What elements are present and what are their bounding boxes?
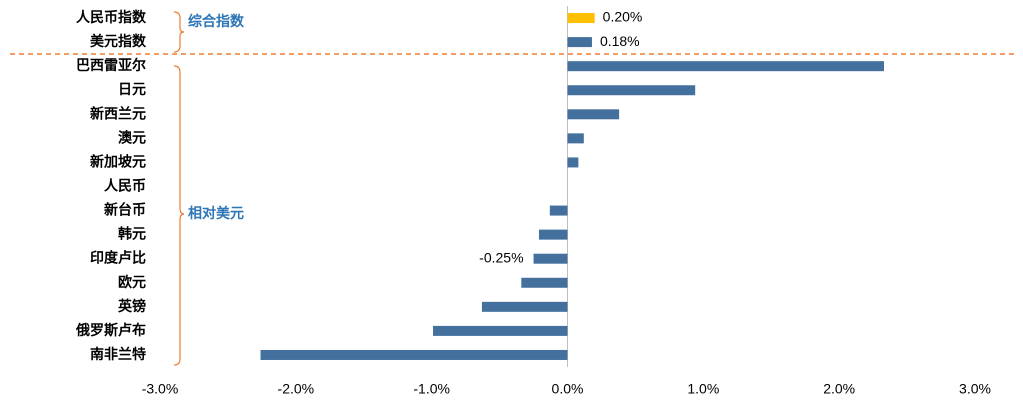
y-tick-label: 英镑 [117,298,146,315]
y-tick-label: 人民币指数 [76,9,147,26]
bar [433,325,568,336]
x-tick-label: 0.0% [552,381,584,397]
bar [567,37,592,48]
y-tick-label: 俄罗斯卢布 [75,322,146,339]
data-label: -0.25% [479,249,523,265]
y-tick-label: 新加坡元 [90,153,146,170]
x-tick-label: 3.0% [959,381,991,397]
x-tick-label: -2.0% [278,381,315,397]
data-label: 0.18% [600,33,640,49]
bar [567,157,579,168]
bar [260,349,568,360]
y-tick-label: 韩元 [118,226,146,243]
y-tick-label: 人民币 [104,178,146,195]
annotation: 综合指数 [188,13,245,30]
y-tick-label: 澳元 [118,129,146,146]
x-tick-label: -3.0% [142,381,179,397]
annotation: 相对美元 [188,205,244,222]
y-tick-label: 欧元 [118,274,146,291]
y-tick-label: 日元 [118,82,146,98]
bar [481,301,568,312]
bar [567,85,696,96]
y-tick-label: 美元指数 [90,33,147,50]
bar [538,229,568,240]
data-label: 0.20% [603,9,643,25]
bar [567,61,884,72]
x-tick-label: 2.0% [823,381,855,397]
bracket [173,65,185,366]
y-tick-label: 巴西雷亚尔 [76,57,146,74]
y-tick-label: 印度卢比 [90,250,146,267]
x-tick-label: 1.0% [687,381,719,397]
y-tick-label: 新台币 [104,202,146,219]
bar [521,277,568,288]
x-tick-label: -1.0% [413,381,450,397]
y-tick-label: 南非兰特 [90,346,146,363]
bracket [173,11,185,53]
bar [567,13,595,24]
bar [567,109,620,120]
y-tick-label: 新西兰元 [90,105,146,122]
bar [567,133,584,144]
bar [549,205,568,216]
bar [533,253,568,264]
